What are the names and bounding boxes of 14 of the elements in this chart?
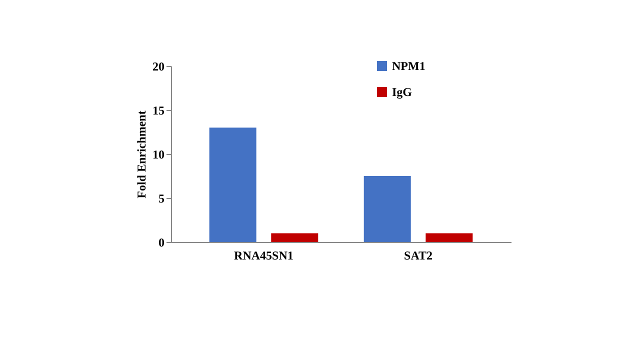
y-tick-label: 15 (152, 104, 164, 118)
legend-label: IgG (392, 85, 412, 99)
y-tick-label: 10 (152, 148, 164, 162)
y-axis-title: Fold Enrichment (134, 110, 148, 198)
bar (426, 233, 473, 242)
x-tick-label: SAT2 (404, 248, 432, 262)
bar (364, 176, 411, 242)
y-tick-label: 5 (158, 192, 164, 206)
bar (271, 233, 318, 242)
bar (209, 128, 256, 242)
x-tick-label: RNA45SN1 (234, 248, 294, 262)
legend-label: NPM1 (392, 59, 426, 73)
y-tick-label: 20 (152, 60, 164, 74)
y-tick-label: 0 (158, 236, 164, 250)
